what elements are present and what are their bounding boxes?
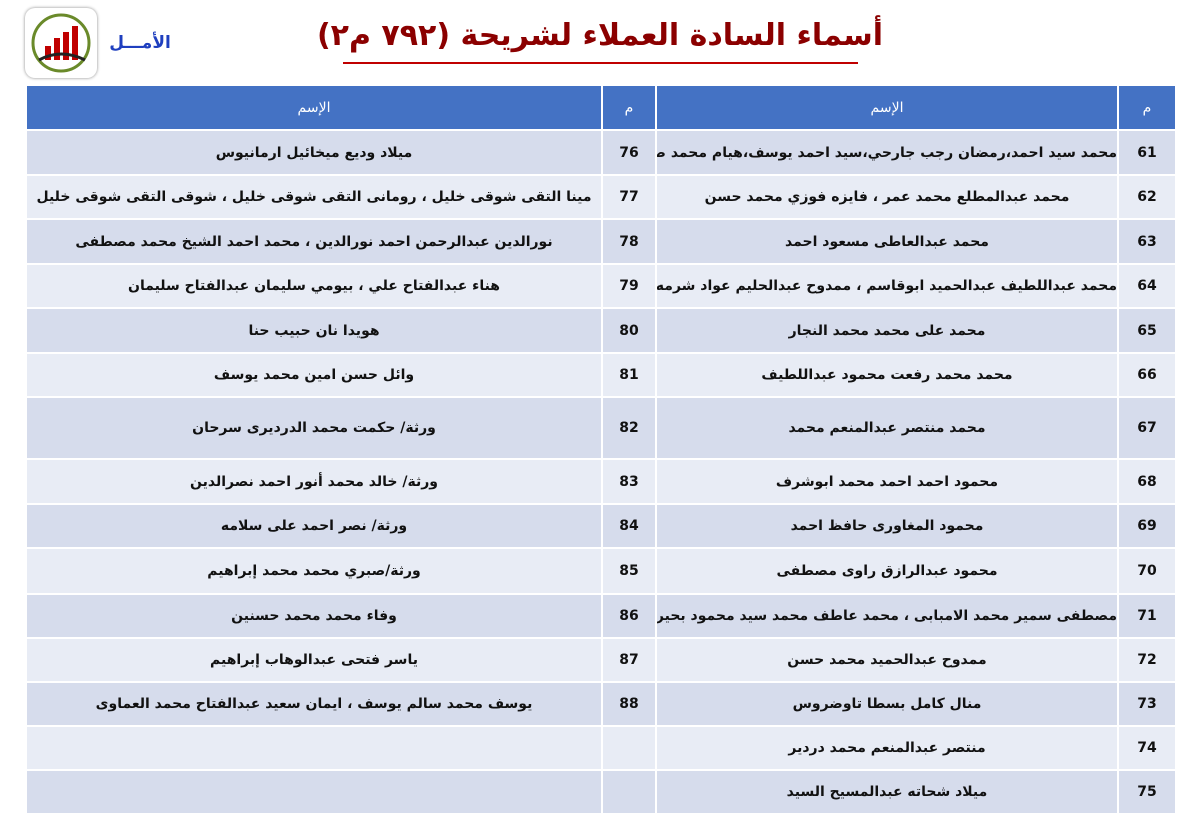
customer-name: هناء عبدالفتاح علي ، بيومي سليمان عبدالف… [25, 263, 603, 309]
customer-name: محمود احمد احمد محمد ابوشرف [655, 458, 1119, 505]
customer-name: محمد سيد احمد،رمضان رجب جارحي،سيد احمد ي… [655, 129, 1119, 176]
empty-cell [601, 769, 657, 815]
empty-cell [601, 725, 657, 771]
table-row: 65 محمد على محمد محمد النجار 80 هويدا نان ح… [25, 307, 1177, 354]
row-number: 73 [1117, 681, 1177, 727]
customers-table: م الإسم م الإسم 61 محمد سيد احمد،رمضان رج… [25, 84, 1177, 815]
table-row: 74 منتصر عبدالمنعم محمد دردير [25, 725, 1177, 771]
customer-name: وفاء محمد محمد حسنين [25, 593, 603, 639]
customer-name: محمد على محمد محمد النجار [655, 307, 1119, 354]
customer-name: يوسف محمد سالم يوسف ، ايمان سعيد عبدالفت… [25, 681, 603, 727]
logo-icon [31, 13, 91, 73]
header-row: م الإسم م الإسم [25, 84, 1177, 131]
customer-name: مصطفى سمير محمد الامبابى ، محمد عاطف محم… [655, 593, 1119, 639]
row-number: 85 [601, 547, 657, 595]
column-header: الإسم [25, 84, 603, 131]
column-header: م [601, 84, 657, 131]
column-header: الإسم [655, 84, 1119, 131]
row-number: 87 [601, 637, 657, 683]
row-number: 80 [601, 307, 657, 354]
customer-name: محمد منتصر عبدالمنعم محمد [655, 396, 1119, 460]
table-row: 62 محمد عبدالمطلع محمد عمر ، فايزه فوزي م… [25, 174, 1177, 220]
row-number: 74 [1117, 725, 1177, 771]
customer-name: محمد عبدالعاطى مسعود احمد [655, 218, 1119, 265]
row-number: 71 [1117, 593, 1177, 639]
table-row: 72 ممدوح عبدالحميد محمد حسن 87 ياسر فتحى عب… [25, 637, 1177, 683]
customer-name: نورالدين عبدالرحمن احمد نورالدين ، محمد … [25, 218, 603, 265]
row-number: 64 [1117, 263, 1177, 309]
row-number: 77 [601, 174, 657, 220]
table-row: 71 مصطفى سمير محمد الامبابى ، محمد عاطف م… [25, 593, 1177, 639]
customer-name: ورثة/ نصر احمد على سلامه [25, 503, 603, 549]
customer-name: ورثة/ حكمت محمد الدرديرى سرحان [25, 396, 603, 460]
row-number: 84 [601, 503, 657, 549]
table-row: 70 محمود عبدالرازق راوى مصطفى 85 ورثة/صبري … [25, 547, 1177, 595]
customer-name: ميلاد شحاته عبدالمسيح السيد [655, 769, 1119, 815]
row-number: 68 [1117, 458, 1177, 505]
empty-cell [25, 769, 603, 815]
customer-name: مينا التقى شوقى خليل ، رومانى التقى شوقى… [25, 174, 603, 220]
row-number: 72 [1117, 637, 1177, 683]
customer-name: ميلاد وديع ميخائيل ارمانيوس [25, 129, 603, 176]
customer-name: وائل حسن امين محمد يوسف [25, 352, 603, 398]
customer-name: محمود عبدالرازق راوى مصطفى [655, 547, 1119, 595]
table-row: 67 محمد منتصر عبدالمنعم محمد 82 ورثة/ حكمت … [25, 396, 1177, 460]
table-row: 61 محمد سيد احمد،رمضان رجب جارحي،سيد احمد… [25, 129, 1177, 176]
customer-name: ممدوح عبدالحميد محمد حسن [655, 637, 1119, 683]
row-number: 62 [1117, 174, 1177, 220]
customer-name: منال كامل بسطا تاوضروس [655, 681, 1119, 727]
row-number: 78 [601, 218, 657, 265]
row-number: 66 [1117, 352, 1177, 398]
customer-name: محمد عبدالمطلع محمد عمر ، فايزه فوزي محم… [655, 174, 1119, 220]
row-number: 88 [601, 681, 657, 727]
row-number: 70 [1117, 547, 1177, 595]
logo [25, 8, 97, 78]
table-row: 68 محمود احمد احمد محمد ابوشرف 83 ورثة/ خال… [25, 458, 1177, 505]
customer-name: ياسر فتحى عبدالوهاب إبراهيم [25, 637, 603, 683]
column-header: م [1117, 84, 1177, 131]
table-row: 69 محمود المغاورى حافظ احمد 84 ورثة/ نصر اح… [25, 503, 1177, 549]
table-row: 73 منال كامل بسطا تاوضروس 88 يوسف محمد سالم… [25, 681, 1177, 727]
row-number: 82 [601, 396, 657, 460]
customer-name: هويدا نان حبيب حنا [25, 307, 603, 354]
row-number: 75 [1117, 769, 1177, 815]
title-underline [343, 62, 858, 64]
row-number: 83 [601, 458, 657, 505]
customer-name: منتصر عبدالمنعم محمد دردير [655, 725, 1119, 771]
customer-name: محمود المغاورى حافظ احمد [655, 503, 1119, 549]
row-number: 67 [1117, 396, 1177, 460]
row-number: 86 [601, 593, 657, 639]
customer-name: محمد عبداللطيف عبدالحميد ابوقاسم ، ممدوح… [655, 263, 1119, 309]
table-row: 64 محمد عبداللطيف عبدالحميد ابوقاسم ، ممد… [25, 263, 1177, 309]
customer-name: ورثة/صبري محمد محمد إبراهيم [25, 547, 603, 595]
row-number: 61 [1117, 129, 1177, 176]
customer-name: ورثة/ خالد محمد أنور احمد نصرالدين [25, 458, 603, 505]
table-row: 63 محمد عبدالعاطى مسعود احمد 78 نورالدين عب… [25, 218, 1177, 265]
title: أسماء السادة العملاء لشريحة (٧٩٢ م٢) [316, 18, 884, 53]
table-row: 75 ميلاد شحاته عبدالمسيح السيد [25, 769, 1177, 815]
row-number: 81 [601, 352, 657, 398]
row-number: 65 [1117, 307, 1177, 354]
table-row: 66 محمد محمد رفعت محمود عبداللطيف 81 وائل ح… [25, 352, 1177, 398]
logo-text: الأمـــل [109, 33, 171, 53]
row-number: 76 [601, 129, 657, 176]
row-number: 69 [1117, 503, 1177, 549]
row-number: 79 [601, 263, 657, 309]
empty-cell [25, 725, 603, 771]
customer-name: محمد محمد رفعت محمود عبداللطيف [655, 352, 1119, 398]
row-number: 63 [1117, 218, 1177, 265]
